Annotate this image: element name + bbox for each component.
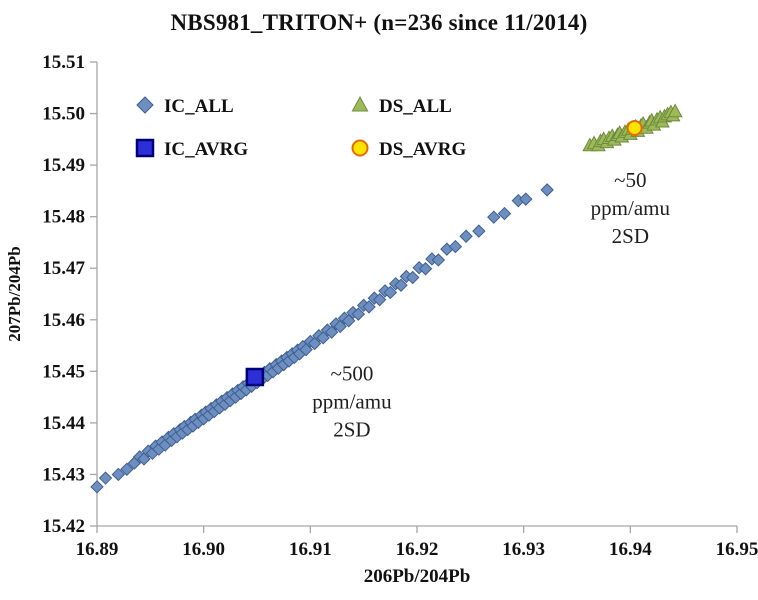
point-IC_ALL: [406, 270, 420, 285]
x-tick-label: 16.90: [182, 539, 225, 560]
y-tick-label: 15.42: [42, 516, 85, 537]
x-tick-label: 16.92: [396, 539, 439, 560]
legend-marker-DS_ALL: [351, 95, 369, 112]
point-IC_ALL: [111, 467, 126, 482]
point-IC_ALL: [431, 253, 446, 267]
point-IC_ALL: [98, 471, 113, 485]
series-IC_AVRG: [245, 367, 265, 387]
y-tick-label: 15.45: [42, 361, 85, 382]
y-tick-label: 15.46: [42, 310, 85, 331]
point-IC_ALL: [372, 292, 387, 307]
point-IC_ALL: [90, 480, 104, 494]
point-DS_AVRG: [626, 119, 643, 136]
point-IC_ALL: [394, 278, 408, 292]
chart-title: NBS981_TRITON+ (n=236 since 11/2014): [170, 10, 588, 35]
series-IC_ALL: [90, 183, 554, 494]
point-IC_ALL: [448, 239, 463, 254]
x-tick-label: 16.89: [76, 539, 119, 560]
annotation-text: 2SD: [612, 224, 649, 248]
point-IC_ALL: [497, 206, 512, 221]
x-tick-label: 16.95: [716, 539, 758, 560]
point-IC_ALL: [540, 183, 554, 197]
point-IC_ALL: [383, 285, 398, 300]
y-tick-label: 15.43: [42, 464, 85, 485]
point-IC_ALL: [362, 300, 376, 314]
legend-label-DS_AVRG: DS_AVRG: [379, 139, 467, 160]
point-IC_ALL: [351, 307, 366, 321]
series-DS_AVRG: [626, 119, 643, 136]
point-DS_ALL: [667, 103, 683, 118]
y-tick-label: 15.50: [42, 104, 85, 125]
legend-marker-IC_AVRG: [135, 138, 155, 158]
point-IC_ALL: [459, 229, 473, 243]
scatter-chart: 16.89 16.90 16.91 16.92 16.93 16.94 16.95 15.42…: [5, 52, 758, 587]
y-tick-label: 15.44: [42, 413, 85, 434]
x-axis-label: 206Pb/204Pb: [364, 566, 471, 587]
annotation-text: ~500: [330, 362, 373, 386]
point-IC_ALL: [487, 210, 501, 224]
x-tick-label: 16.94: [609, 539, 652, 560]
y-tick-label: 15.47: [42, 258, 85, 279]
annotation-text: ~50: [614, 168, 646, 192]
point-IC_ALL: [120, 462, 134, 476]
x-tick-label: 16.91: [289, 539, 332, 560]
point-IC_ALL: [472, 224, 486, 238]
point-IC_ALL: [519, 192, 533, 206]
y-tick-label: 15.51: [42, 52, 85, 73]
legend-marker-IC_ALL: [136, 96, 154, 114]
y-tick-label: 15.49: [42, 155, 85, 176]
legend-marker-DS_AVRG: [351, 139, 369, 157]
y-axis-label: 207Pb/204Pb: [5, 246, 24, 341]
point-IC_ALL: [418, 262, 433, 276]
legend-label-IC_ALL: IC_ALL: [164, 96, 234, 117]
annotation-text: 2SD: [333, 418, 370, 442]
y-tick-label: 15.48: [42, 207, 85, 228]
annotation-text: ppm/amu: [591, 196, 671, 220]
legend-label-DS_ALL: DS_ALL: [379, 96, 452, 117]
x-tick-label: 16.93: [502, 539, 545, 560]
legend-label-IC_AVRG: IC_AVRG: [164, 139, 248, 160]
annotation-text: ppm/amu: [312, 390, 392, 414]
point-IC_AVRG: [245, 367, 265, 387]
